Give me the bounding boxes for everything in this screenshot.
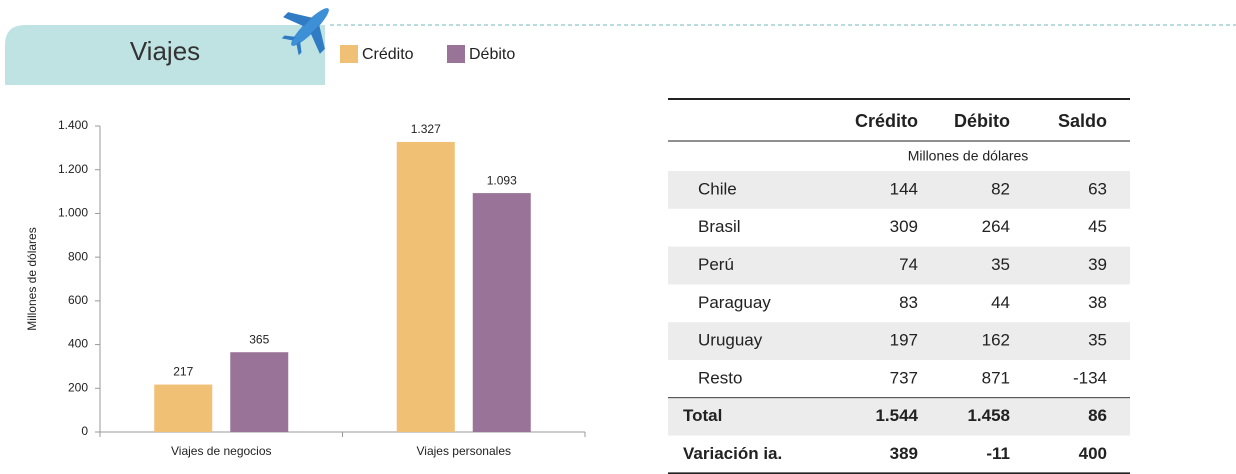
legend-swatch <box>447 45 465 63</box>
table-cell: 86 <box>1088 406 1107 425</box>
header-tab <box>5 25 325 85</box>
row-label: Brasil <box>698 217 741 236</box>
row-shade <box>668 171 1130 209</box>
table-cell: 63 <box>1088 179 1107 198</box>
bar <box>154 384 213 432</box>
table-cell: 38 <box>1088 293 1107 312</box>
row-label: Paraguay <box>698 293 771 312</box>
table-cell: -134 <box>1073 368 1107 387</box>
table-cell: 35 <box>991 255 1010 274</box>
data-label: 1.327 <box>411 122 441 136</box>
table-cell: 389 <box>890 444 918 463</box>
table-cell: 197 <box>890 331 918 350</box>
y-tick-label: 800 <box>68 249 88 263</box>
legend-label: Crédito <box>362 46 414 63</box>
table-cell: 737 <box>890 368 918 387</box>
table-cell: 39 <box>1088 255 1107 274</box>
row-label: Perú <box>698 255 734 274</box>
header-title: Viajes <box>130 36 200 66</box>
row-shade <box>668 322 1130 360</box>
data-label: 365 <box>249 332 269 346</box>
plane-icon <box>281 8 329 56</box>
row-label: Chile <box>698 179 737 198</box>
x-tick-label: Viajes de negocios <box>171 444 272 458</box>
table-cell: -11 <box>986 444 1010 463</box>
row-label: Variación ia. <box>683 444 782 463</box>
table-cell: 1.458 <box>967 406 1010 425</box>
row-label: Uruguay <box>698 331 763 350</box>
row-shade <box>668 398 1130 436</box>
row-label: Resto <box>698 368 742 387</box>
column-header: Saldo <box>1058 111 1107 131</box>
y-axis-label: Millones de dólares <box>25 227 39 330</box>
x-tick-label: Viajes personales <box>416 444 511 458</box>
y-tick-label: 0 <box>81 424 88 438</box>
bar <box>472 193 531 432</box>
bar <box>230 352 289 432</box>
table-cell: 1.544 <box>875 406 918 425</box>
row-label: Total <box>683 406 722 425</box>
y-tick-label: 600 <box>68 293 88 307</box>
table-cell: 144 <box>890 179 918 198</box>
y-tick-label: 1.400 <box>58 118 88 132</box>
column-header: Crédito <box>855 111 918 131</box>
table-cell: 162 <box>982 331 1010 350</box>
table-cell: 309 <box>890 217 918 236</box>
legend-swatch <box>340 45 358 63</box>
bar <box>396 141 455 432</box>
row-shade <box>668 246 1130 285</box>
table-cell: 264 <box>982 217 1010 236</box>
y-tick-label: 400 <box>68 337 88 351</box>
table-cell: 44 <box>991 293 1010 312</box>
data-label: 217 <box>173 365 193 379</box>
y-tick-label: 1.000 <box>58 206 88 220</box>
table-cell: 74 <box>899 255 918 274</box>
unit-label: Millones de dólares <box>908 148 1029 164</box>
table-cell: 45 <box>1088 217 1107 236</box>
data-label: 1.093 <box>487 173 517 187</box>
table-cell: 35 <box>1088 331 1107 350</box>
table-cell: 82 <box>991 179 1010 198</box>
column-header: Débito <box>954 111 1010 131</box>
table-cell: 400 <box>1079 444 1107 463</box>
y-tick-label: 1.200 <box>58 162 88 176</box>
y-tick-label: 200 <box>68 380 88 394</box>
legend-label: Débito <box>469 46 515 63</box>
table-cell: 83 <box>899 293 918 312</box>
table-cell: 871 <box>982 368 1010 387</box>
